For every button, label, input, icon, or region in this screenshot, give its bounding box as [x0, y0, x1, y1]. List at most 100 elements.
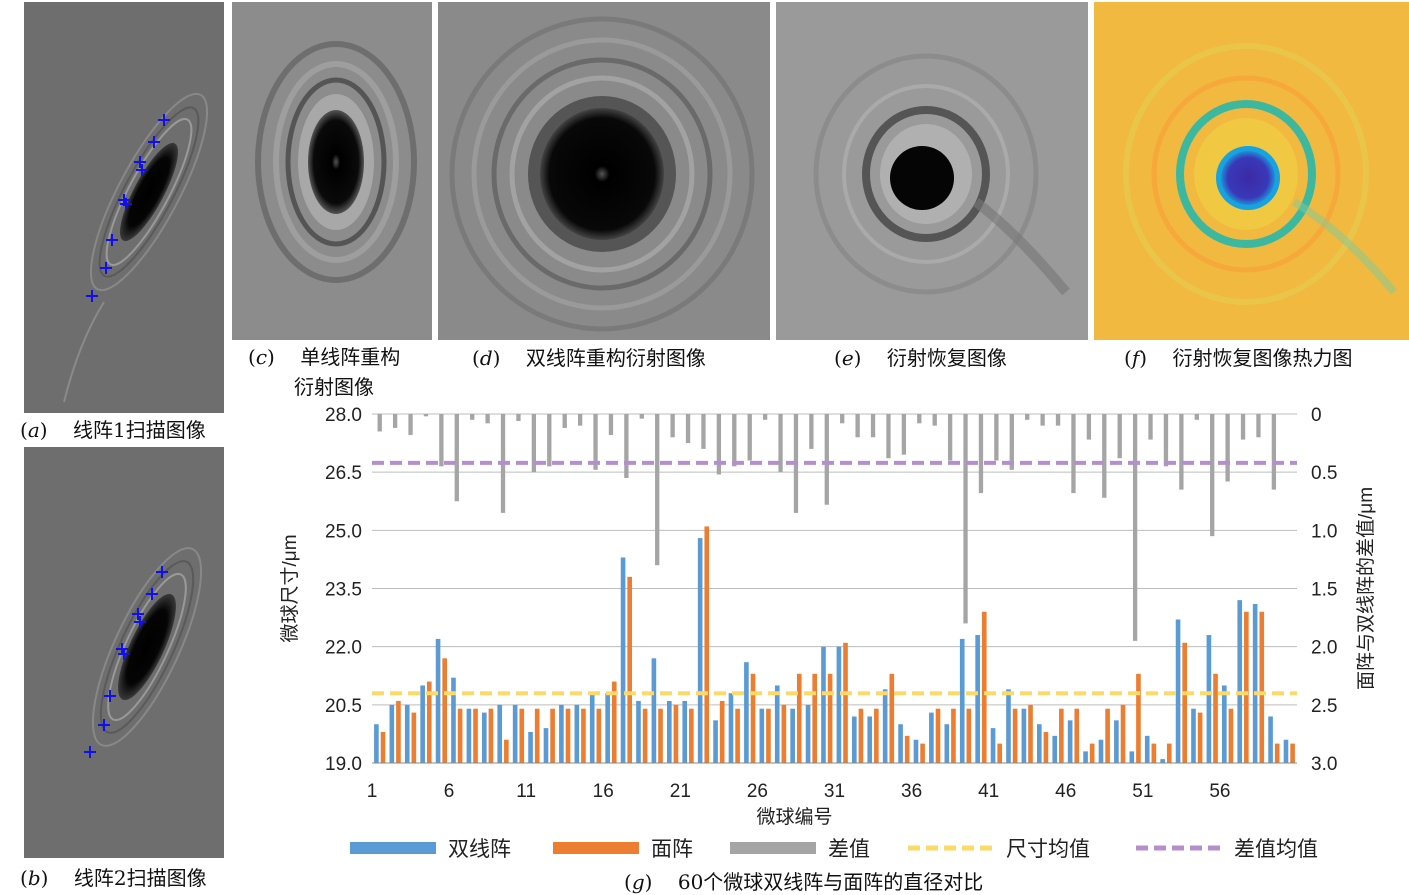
- diff-bar: [1163, 414, 1169, 467]
- legend-swatch: [730, 842, 816, 854]
- dual-bar: [1160, 759, 1165, 763]
- diff-bar: [1148, 414, 1153, 440]
- area-bar: [581, 708, 586, 763]
- scan-marker: [120, 198, 132, 210]
- x-tick-label: 41: [978, 781, 999, 802]
- diff-bar: [1071, 414, 1076, 494]
- dual-bar: [528, 731, 533, 763]
- dual-bar: [435, 638, 441, 763]
- scan-marker: [134, 616, 146, 628]
- area-bar: [966, 708, 972, 763]
- dual-bar: [466, 708, 472, 763]
- dual-bar: [1268, 716, 1273, 763]
- legend-label: 面阵: [651, 838, 693, 861]
- area-bar: [874, 708, 879, 763]
- area-bar: [951, 708, 956, 763]
- diff-bar: [1025, 414, 1030, 420]
- panel-a-image: [24, 2, 224, 413]
- x-tick-label: 36: [901, 781, 922, 802]
- diff-bar: [870, 414, 876, 438]
- y-tick-label: 25.0: [325, 521, 362, 542]
- diff-bar: [685, 414, 691, 444]
- x-tick-label: 21: [670, 781, 691, 802]
- panel-f-image: [1094, 2, 1409, 340]
- dual-bar: [1098, 739, 1104, 763]
- area-bar: [504, 739, 509, 763]
- y2-tick-label: 2.0: [1311, 638, 1337, 659]
- scan-marker: [118, 648, 130, 660]
- diff-bar: [423, 414, 429, 417]
- dual-bar: [374, 724, 379, 763]
- panel-e-caption: (e) 衍射恢复图像: [834, 346, 1007, 370]
- area-bar: [1043, 731, 1049, 763]
- y-tick-label: 28.0: [325, 405, 362, 426]
- diff-bar: [932, 414, 937, 426]
- dual-bar: [913, 739, 919, 763]
- panel-c-image: [232, 2, 432, 340]
- area-bar: [935, 708, 941, 763]
- area-bar: [1120, 704, 1126, 763]
- dual-bar: [959, 638, 965, 763]
- dual-bar: [1237, 600, 1243, 763]
- diff-bar: [392, 414, 398, 428]
- dual-bar: [867, 716, 873, 763]
- area-bar: [673, 704, 679, 763]
- dual-bar: [667, 700, 672, 763]
- diff-bar: [824, 414, 829, 505]
- area-bar: [519, 708, 525, 763]
- area-bar: [442, 658, 447, 763]
- diff-bar: [701, 414, 706, 449]
- diff-bar: [547, 414, 552, 467]
- diff-bar: [747, 414, 752, 461]
- area-bar: [1182, 642, 1187, 763]
- dual-bar: [898, 724, 903, 763]
- diff-bar: [577, 414, 583, 426]
- dual-bar: [728, 693, 734, 763]
- diff-bar: [963, 414, 968, 624]
- area-bar: [904, 735, 910, 763]
- y2-tick-label: 0.5: [1311, 463, 1337, 484]
- area-bar: [488, 708, 494, 763]
- scan-marker: [100, 262, 112, 274]
- panel-f-caption: (f) 衍射恢复图像热力图: [1124, 346, 1353, 370]
- dual-bar: [697, 538, 703, 763]
- diff-bar: [1271, 414, 1277, 490]
- area-bar: [889, 673, 895, 763]
- dual-bar: [389, 704, 395, 763]
- area-bar: [1151, 743, 1157, 763]
- area-bar: [704, 526, 710, 763]
- y-tick-label: 26.5: [325, 463, 362, 484]
- dual-bar: [990, 728, 996, 763]
- dual-bar: [1037, 724, 1042, 763]
- area-bar: [396, 700, 401, 763]
- diff-bar: [732, 414, 737, 467]
- scan-marker: [132, 608, 144, 620]
- diff-bar: [624, 414, 629, 478]
- y2-tick-label: 1.0: [1311, 521, 1337, 542]
- dual-bar: [774, 685, 780, 763]
- diff-bar: [593, 414, 598, 470]
- diff-bar: [531, 414, 537, 473]
- area-bar: [1074, 708, 1080, 763]
- area-bar: [843, 642, 848, 763]
- panel-d-caption: (d) 双线阵重构衍射图像: [472, 346, 706, 370]
- dual-bar: [620, 557, 626, 763]
- dual-bar: [605, 693, 610, 763]
- diff-bar: [994, 414, 999, 461]
- area-bar: [627, 576, 632, 763]
- area-bar: [457, 708, 463, 763]
- dual-bar: [543, 728, 549, 763]
- dual-bar: [512, 704, 518, 763]
- dual-bar: [744, 662, 749, 763]
- scan-marker: [98, 719, 110, 731]
- area-bar: [1059, 708, 1064, 763]
- area-bar: [426, 681, 432, 763]
- scan-marker: [134, 156, 146, 168]
- dual-bar: [589, 693, 595, 763]
- area-bar: [812, 673, 817, 763]
- diff-bar: [562, 414, 567, 428]
- diff-bar: [716, 414, 722, 475]
- dual-bar: [1222, 685, 1227, 763]
- x-tick-label: 26: [747, 781, 768, 802]
- diff-bar: [1055, 414, 1061, 426]
